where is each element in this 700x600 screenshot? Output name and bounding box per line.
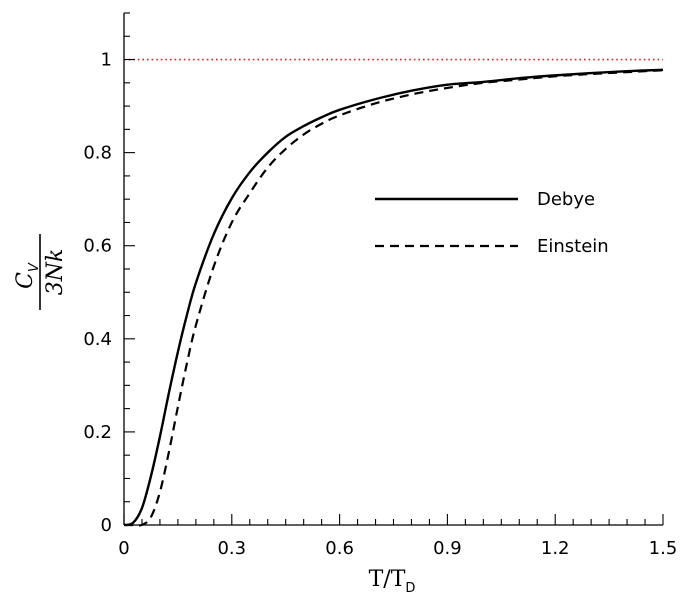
ticks-group: 0 0.3 0.6 0.9 1.2 1.5 0 0.2 0.4 0.6 0.8 1 [83,12,678,559]
series-line-einstein [123,69,664,527]
y-axis-label: CV 3Nk [13,234,68,310]
legend-label-debye: Debye [537,189,595,210]
x-axis-label: T/TD [369,567,416,596]
axes-frame [123,13,663,526]
y-tick-label: 0 [101,515,112,536]
y-tick-label: 0.6 [83,236,112,257]
legend: Debye Einstein [375,189,609,257]
x-tick-label: 0 [118,538,129,559]
y-label-denominator: 3Nk [43,249,68,296]
x-tick-label: 0.3 [217,538,246,559]
y-tick-label: 0.8 [83,143,112,164]
x-tick-label: 1.2 [541,538,570,559]
x-tick-label: 1.5 [649,538,678,559]
y-tick-label: 0.4 [83,329,112,350]
x-tick-label: 0.6 [325,538,354,559]
y-label-numerator: CV [13,262,42,289]
legend-label-einstein: Einstein [537,236,609,257]
series-line-debye [123,68,664,527]
y-tick-label: 0.2 [83,422,112,443]
x-tick-label: 0.9 [433,538,462,559]
y-tick-label: 1 [101,50,112,71]
series-group [123,68,664,527]
